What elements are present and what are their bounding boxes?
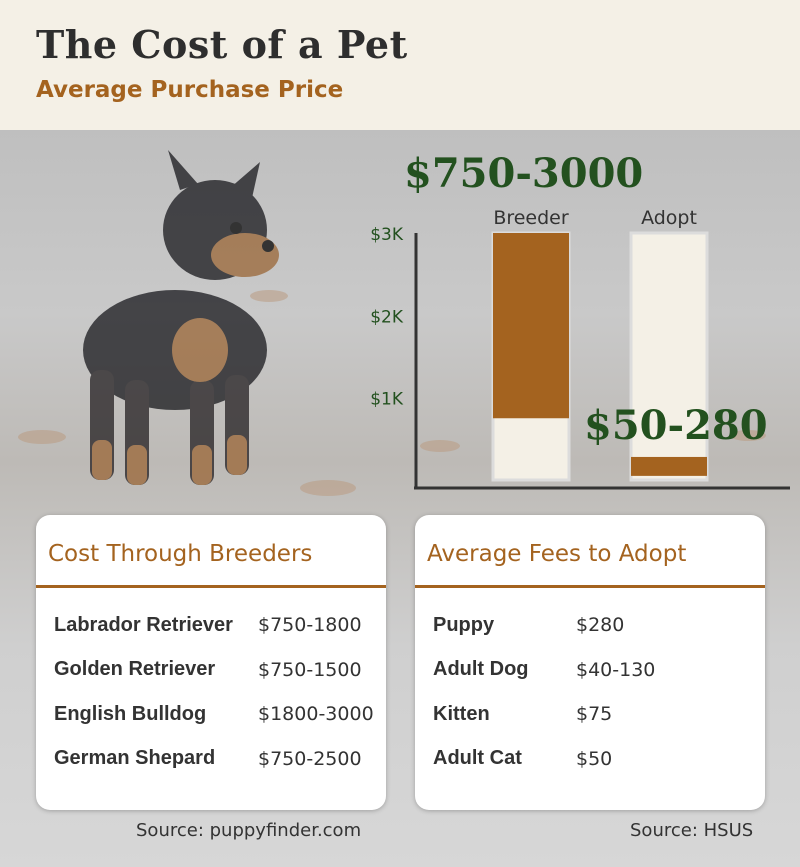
adoption-fee: $280	[576, 614, 625, 637]
bar-adopt	[631, 456, 707, 476]
pet-type: Puppy	[433, 613, 495, 636]
y-tick-label: $2K	[370, 307, 404, 327]
y-tick-label: $1K	[370, 390, 404, 410]
list-item: Puppy $280	[433, 603, 759, 648]
pet-type: Kitten	[433, 702, 490, 725]
y-tick-label: $3K	[370, 225, 404, 245]
breed-price: $1800-3000	[258, 703, 374, 726]
breeders-heading: Cost Through Breeders	[48, 541, 313, 567]
list-item: English Bulldog $1800-3000	[54, 692, 380, 737]
breed-name: Labrador Retriever	[54, 613, 233, 636]
list-item: Adult Dog $40-130	[433, 648, 759, 693]
breed-price: $750-1500	[258, 658, 362, 681]
breeders-list: Labrador Retriever $750-1800 Golden Retr…	[54, 603, 380, 781]
breed-name: English Bulldog	[54, 702, 207, 725]
adopt-heading: Average Fees to Adopt	[427, 541, 687, 567]
page-subtitle: Average Purchase Price	[36, 77, 344, 103]
page-title: The Cost of a Pet	[36, 22, 408, 67]
pet-type: Adult Cat	[433, 747, 522, 770]
breeders-card: Cost Through Breeders Labrador Retriever…	[36, 515, 386, 810]
bar-breeder	[493, 233, 569, 419]
list-item: Golden Retriever $750-1500	[54, 648, 380, 693]
adoption-fee: $75	[576, 703, 613, 726]
list-item: German Shepard $750-2500	[54, 737, 380, 782]
pet-type: Adult Dog	[433, 658, 529, 681]
adoption-fee: $40-130	[576, 658, 656, 681]
list-item: Adult Cat $50	[433, 737, 759, 782]
breed-name: German Shepard	[54, 747, 216, 770]
divider	[36, 585, 386, 588]
list-item: Labrador Retriever $750-1800	[54, 603, 380, 648]
bar-track-adopt	[629, 231, 709, 482]
breed-price: $750-1800	[258, 614, 362, 637]
adopt-list: Puppy $280 Adult Dog $40-130 Kitten $75 …	[433, 603, 759, 781]
puppy-image	[83, 150, 279, 485]
divider	[415, 585, 765, 588]
adoption-fee: $50	[576, 747, 613, 770]
category-label-breeder: Breeder	[493, 207, 569, 229]
adopt-range-label: $50-280	[584, 402, 768, 449]
adopt-source: Source: HSUS	[630, 820, 754, 841]
adopt-card: Average Fees to Adopt Puppy $280 Adult D…	[415, 515, 765, 810]
breed-price: $750-2500	[258, 747, 362, 770]
category-label-adopt: Adopt	[641, 207, 697, 229]
breed-name: Golden Retriever	[54, 658, 216, 681]
header: The Cost of a Pet Average Purchase Price	[0, 0, 800, 130]
price-bar-chart: Breeder Adopt $1K $2K $3K	[370, 207, 790, 490]
breeder-range-label: $750-3000	[404, 150, 644, 197]
breeders-source: Source: puppyfinder.com	[136, 820, 362, 841]
list-item: Kitten $75	[433, 692, 759, 737]
